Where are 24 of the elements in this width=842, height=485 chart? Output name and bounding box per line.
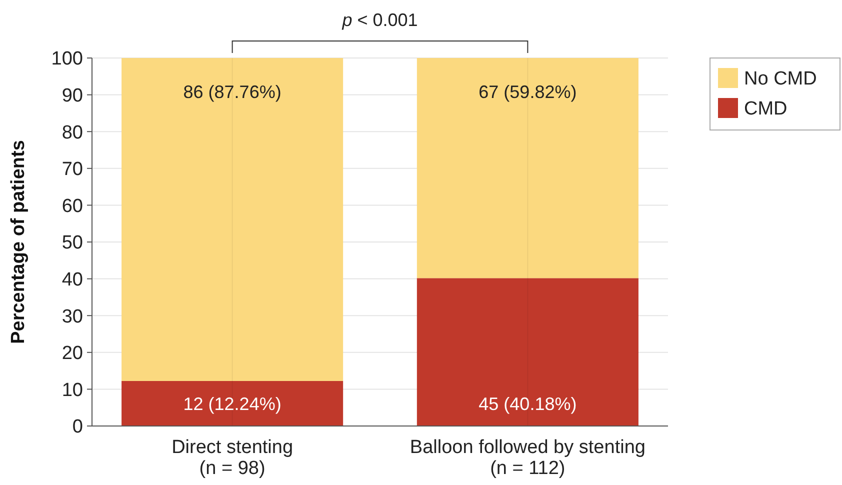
bar [416, 58, 638, 278]
x-tick-label: Balloon followed by stenting (n = 112) [410, 437, 646, 479]
legend-label: CMD [744, 98, 788, 120]
y-tick-label: 20 [62, 343, 83, 364]
data-label: 12 (12.24%) [183, 394, 282, 414]
legend-label: No CMD [744, 68, 817, 90]
y-tick-label: 90 [62, 85, 83, 106]
y-tick-label: 60 [62, 196, 83, 217]
text: p < 0.001 [341, 10, 418, 30]
y-tick-label: 40 [62, 269, 83, 290]
y-axis-title: Percentage of patients [8, 140, 29, 344]
y-tick-label: 100 [51, 48, 83, 70]
x-tick-label: Direct stenting (n = 98) [172, 437, 294, 479]
y-tick-label: 70 [62, 159, 83, 180]
bar [122, 380, 344, 426]
data-label: 45 (40.18%) [478, 394, 577, 414]
data-label: 67 (59.82%) [478, 82, 577, 102]
y-tick-label: 50 [62, 232, 83, 254]
y-tick-label: 80 [62, 122, 83, 144]
bar [416, 278, 638, 426]
y-tick-label: 30 [62, 306, 83, 328]
data-label: 86 (87.76%) [183, 82, 282, 102]
y-tick-label: 10 [62, 380, 83, 401]
y-tick-label: 0 [72, 416, 83, 438]
